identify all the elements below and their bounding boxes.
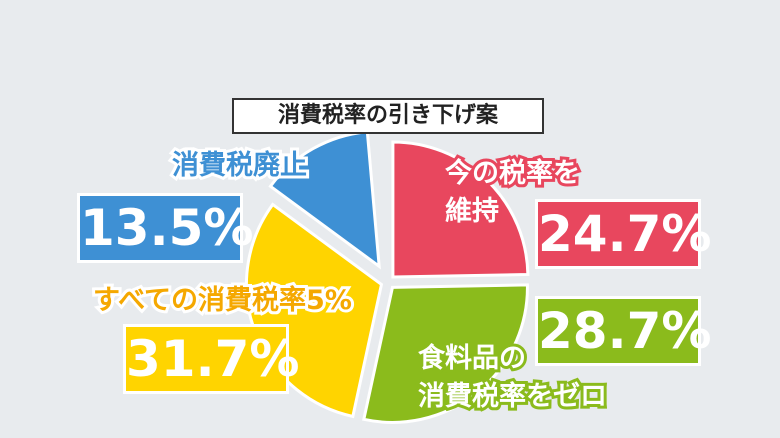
pie-slice	[362, 283, 529, 424]
value-label: 31.7%	[123, 324, 299, 394]
value-label: 24.7%	[535, 199, 711, 269]
category-label: 今の税率を 維持	[442, 155, 583, 230]
category-label: すべての消費税率5%	[90, 282, 355, 319]
value-label: 28.7%	[535, 296, 711, 366]
chart-title: 消費税率の引き下げ案	[232, 98, 544, 134]
category-label: 食料品の 消費税率をゼロ	[415, 340, 610, 415]
value-label: 13.5%	[77, 193, 253, 263]
pie-slice	[391, 140, 530, 279]
category-label: 消費税廃止	[169, 147, 310, 184]
